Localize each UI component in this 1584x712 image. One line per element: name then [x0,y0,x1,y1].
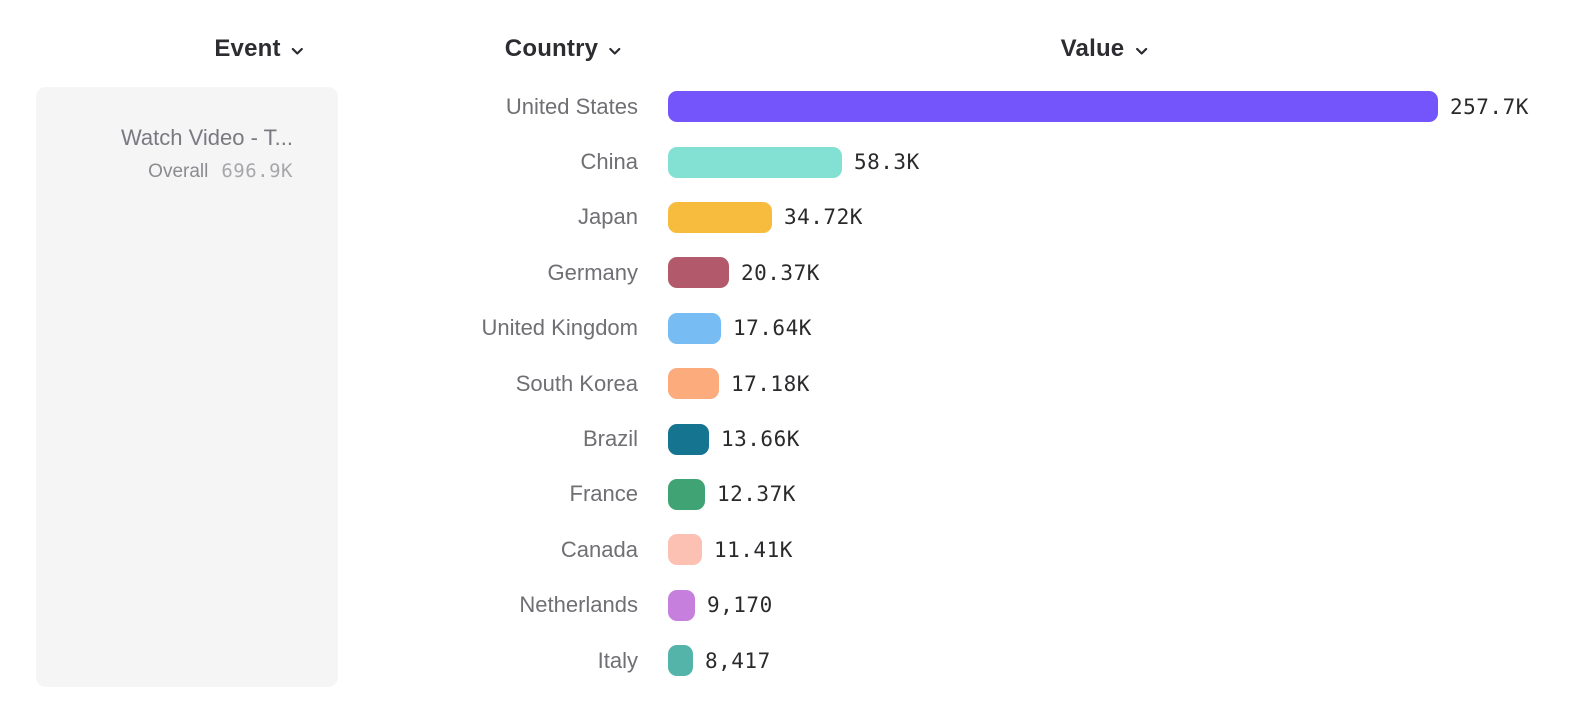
value-label: 257.7K [1450,94,1529,119]
country-label: Canada [560,536,638,562]
chevron-down-icon [292,47,304,55]
value-bar[interactable] [668,257,729,289]
country-label: Brazil [582,426,638,452]
value-bar[interactable] [668,91,1438,123]
value-label: 34.72K [784,205,863,230]
value-label: 13.66K [721,427,800,452]
chart-row: Canada 11.41K [0,522,1584,577]
bar-chart: United States 257.7K China 58.3K Japan 3… [0,79,1584,688]
value-bar[interactable] [668,589,695,621]
value-label: 12.37K [717,482,796,507]
country-label: Netherlands [519,592,638,618]
value-bar[interactable] [668,478,705,510]
chart-row: Japan 34.72K [0,190,1584,245]
chart-row: Brazil 13.66K [0,411,1584,466]
value-label: 58.3K [854,150,920,175]
column-header-event[interactable]: Event [214,34,305,64]
country-label: France [569,481,638,507]
value-label: 11.41K [714,537,793,562]
value-bar[interactable] [668,201,772,233]
chart-row: China 58.3K [0,134,1584,189]
value-bar[interactable] [668,645,693,677]
chart-row: Germany 20.37K [0,245,1584,300]
value-label: 20.37K [741,260,820,285]
country-label: United Kingdom [481,315,638,341]
value-bar[interactable] [668,312,721,344]
value-label: 8,417 [705,648,771,673]
chart-row: United States 257.7K [0,79,1584,134]
chart-row: France 12.37K [0,467,1584,522]
event-overall-row: Overall 696.9K [36,160,293,183]
chevron-down-icon [609,47,621,55]
chart-row: South Korea 17.18K [0,356,1584,411]
country-label: Italy [597,647,638,673]
country-label: Germany [547,259,638,285]
value-label: 17.18K [731,371,810,396]
column-header-value-label: Value [1060,35,1125,62]
country-label: United States [505,93,638,119]
country-label: Japan [578,204,638,230]
value-bar[interactable] [668,423,709,455]
value-bar[interactable] [668,146,842,178]
chart-row: Netherlands 9,170 [0,578,1584,633]
country-label: China [580,149,638,175]
overall-value: 696.9K [221,160,293,182]
column-header-value[interactable]: Value [1061,34,1150,64]
event-title: Watch Video - T... [120,125,293,150]
value-label: 17.64K [733,316,812,341]
country-label: South Korea [515,370,638,396]
column-header-event-label: Event [214,35,281,62]
column-header-country[interactable]: Country [505,34,623,64]
value-bar[interactable] [668,368,719,400]
column-header-country-label: Country [504,35,599,62]
chart-row: Italy 8,417 [0,633,1584,688]
overall-label: Overall [148,161,209,182]
value-bar[interactable] [668,534,702,566]
value-label: 9,170 [707,593,773,618]
chart-row: United Kingdom 17.64K [0,301,1584,356]
event-card[interactable]: Watch Video - T... Overall 696.9K [36,87,338,687]
chevron-down-icon [1135,47,1147,55]
